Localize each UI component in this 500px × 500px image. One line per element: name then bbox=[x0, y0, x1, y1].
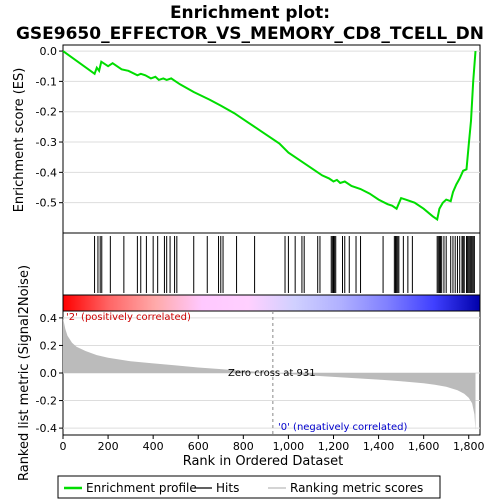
chart-title-line2: GSE9650_EFFECTOR_VS_MEMORY_CD8_TCELL_DN bbox=[16, 24, 484, 44]
chart-title-line1: Enrichment plot: bbox=[170, 3, 330, 23]
es-ylabel: Enrichment score (ES) bbox=[12, 68, 27, 213]
legend-box bbox=[57, 475, 441, 499]
metric-xtick-label: 1,400 bbox=[363, 440, 395, 453]
es-ytick-label: -0.3 bbox=[36, 136, 57, 149]
rank-gradient-bar bbox=[62, 294, 481, 312]
metric-xtick-label: 0 bbox=[60, 440, 67, 453]
es-yticks: 0.0 -0.1 -0.2 -0.3 -0.4 -0.5 bbox=[36, 45, 63, 210]
metric-yticks: 0.4 0.2 0.0 -0.2 -0.4 bbox=[36, 312, 63, 435]
es-ytick-label: -0.5 bbox=[36, 197, 57, 210]
metric-xtick-label: 1,000 bbox=[273, 440, 305, 453]
es-ytick-label: -0.2 bbox=[36, 106, 57, 119]
es-ytick-label: -0.4 bbox=[36, 166, 57, 179]
metric-xtick-label: 800 bbox=[233, 440, 254, 453]
hits-panel-frame bbox=[62, 232, 481, 296]
metric-fill-area bbox=[63, 317, 476, 431]
metric-xtick-label: 200 bbox=[98, 440, 119, 453]
metric-xtick-label: 1,600 bbox=[408, 440, 440, 453]
metric-xtick-label: 600 bbox=[188, 440, 209, 453]
legend-label: Enrichment profile bbox=[86, 481, 197, 495]
metric-xtick-label: 1,200 bbox=[318, 440, 350, 453]
metric-ytick-label: -0.4 bbox=[36, 422, 57, 435]
es-ytick-label: 0.0 bbox=[40, 45, 58, 58]
metric-xtick-label: 1,800 bbox=[453, 440, 485, 453]
metric-ytick-label: 0.4 bbox=[40, 312, 58, 325]
neg-correlated-label: '0' (negatively correlated) bbox=[278, 422, 407, 433]
legend-label: Hits bbox=[216, 481, 239, 495]
metric-xtick-label: 400 bbox=[143, 440, 164, 453]
legend: Enrichment profile Hits Ranking metric sco… bbox=[64, 481, 423, 495]
metric-ylabel: Ranked list metric (Signal2Noise) bbox=[17, 265, 32, 481]
metric-ytick-label: -0.2 bbox=[36, 395, 57, 408]
es-gridlines bbox=[63, 50, 480, 204]
es-profile-line bbox=[62, 50, 477, 222]
legend-label: Ranking metric scores bbox=[290, 481, 423, 495]
metric-xlabel: Rank in Ordered Dataset bbox=[183, 454, 344, 469]
metric-ytick-label: 0.0 bbox=[40, 367, 58, 380]
pos-correlated-label: '2' (positively correlated) bbox=[66, 312, 191, 323]
zero-cross-label: Zero cross at 931 bbox=[228, 368, 316, 379]
hit-markers bbox=[94, 236, 475, 293]
metric-ytick-label: 0.2 bbox=[40, 339, 58, 352]
es-ytick-label: -0.1 bbox=[36, 75, 57, 88]
metric-xticks: 0 200 400 600 800 1,000 1,200 1,400 1,600 1,800 bbox=[60, 435, 485, 453]
